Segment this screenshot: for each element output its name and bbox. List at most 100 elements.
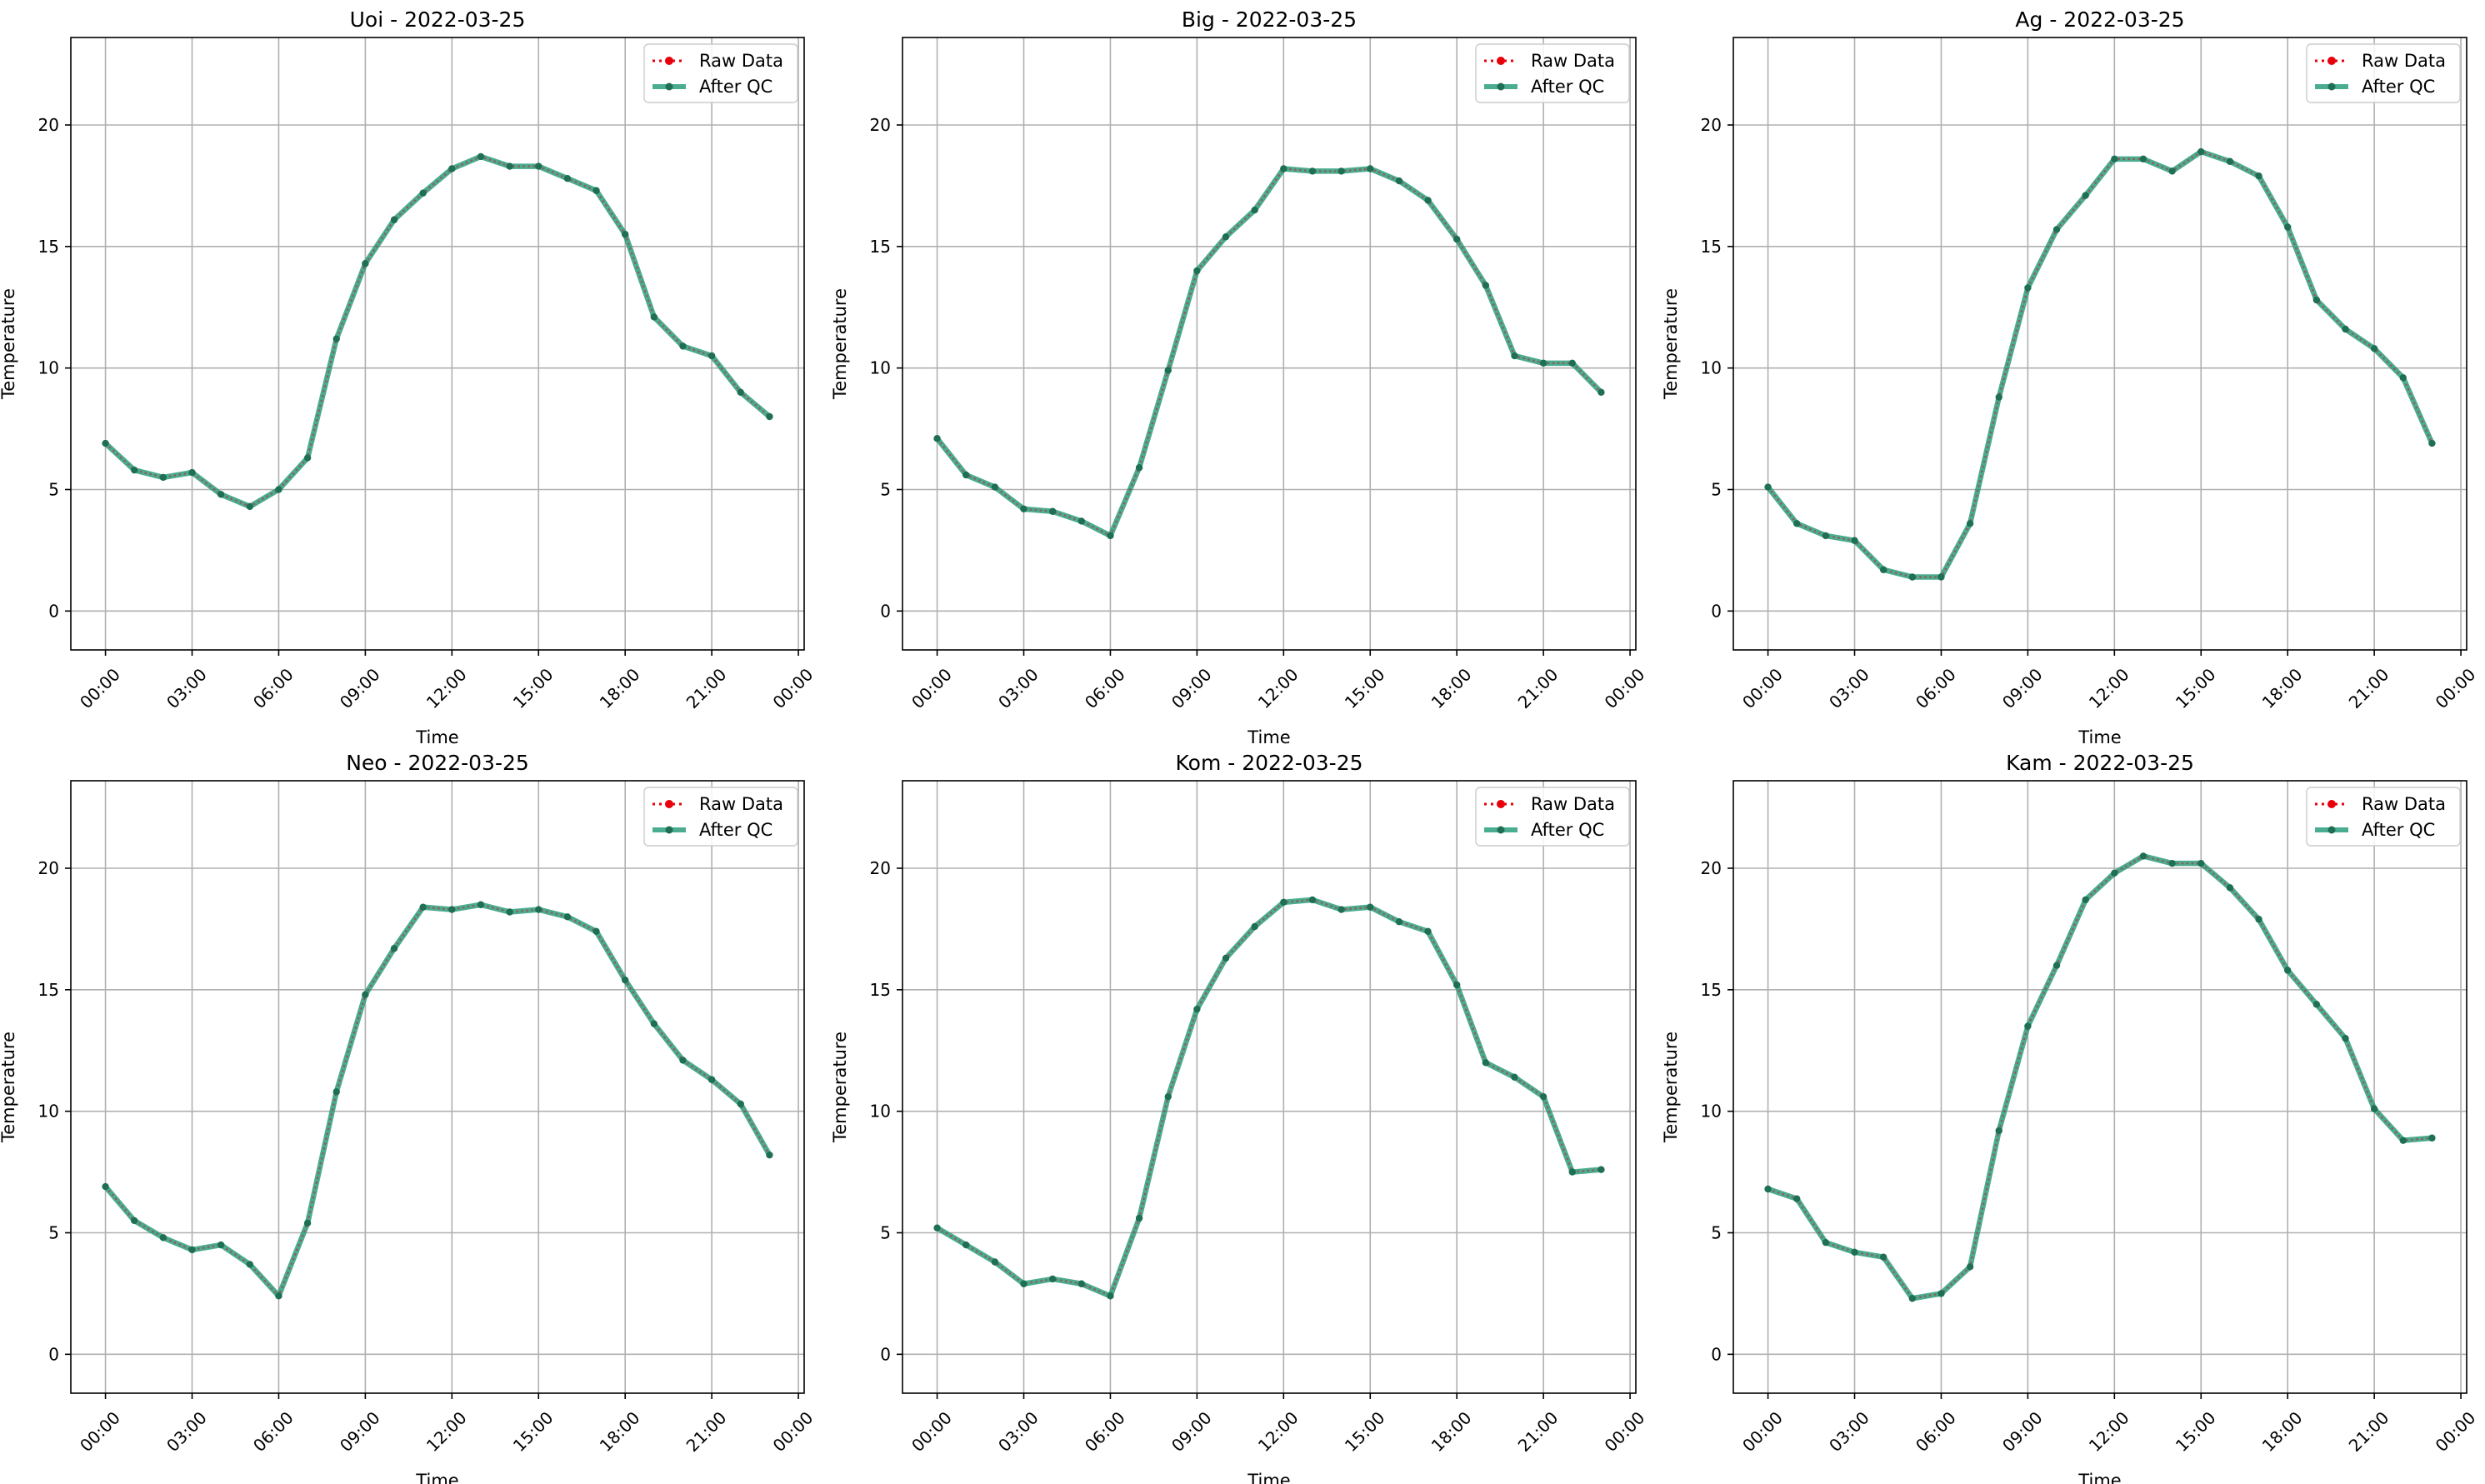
data-point: [2082, 896, 2089, 904]
legend-marker-raw-data: [1497, 57, 1505, 65]
chart-title: Neo - 2022-03-25: [346, 751, 529, 775]
data-point: [1539, 1092, 1548, 1101]
data-points: [933, 896, 1605, 1300]
legend-marker-after-qc: [1497, 826, 1505, 834]
x-tick-label: 03:00: [162, 1407, 211, 1456]
x-tick-label: 12:00: [422, 1407, 471, 1456]
data-point: [1251, 922, 1258, 931]
data-point: [1966, 1263, 1974, 1271]
data-point: [592, 927, 600, 936]
x-tick-label: 06:00: [1081, 664, 1129, 712]
data-point: [1078, 517, 1086, 525]
panel-5: 0 5 10 15 20 00:00 03:00 06:00 09:00 12:00 15:00 18…: [830, 751, 1648, 1484]
series-line-raw-data: [104, 155, 771, 508]
data-point: [448, 906, 456, 913]
y-tick-label: 20: [38, 858, 59, 878]
x-tick-label: 12:00: [1254, 1407, 1302, 1456]
y-tick-label: 5: [1711, 1223, 1722, 1243]
data-point: [1851, 537, 1858, 544]
data-point: [1164, 1092, 1172, 1101]
x-tick-label: 15:00: [509, 664, 558, 712]
data-point: [2139, 155, 2148, 163]
data-point: [332, 335, 340, 342]
data-point: [933, 1224, 941, 1232]
data-point: [477, 901, 485, 908]
data-point: [1908, 1295, 1917, 1302]
data-point: [1367, 903, 1374, 911]
data-point: [188, 1246, 196, 1254]
chart-title: Kam - 2022-03-25: [2006, 751, 2194, 775]
y-axis-label: Temperature: [0, 1032, 18, 1143]
y-tick-label: 0: [880, 1344, 891, 1364]
data-point: [535, 906, 542, 913]
y-tick-label: 15: [1701, 980, 1722, 1000]
x-tick-label: 21:00: [2345, 1407, 2393, 1456]
y-tick-label: 20: [870, 115, 891, 135]
y-tick-label: 10: [38, 358, 59, 378]
data-point: [2168, 859, 2176, 867]
data-point: [766, 1151, 773, 1159]
data-point: [2139, 852, 2148, 860]
grid: [1733, 37, 2467, 650]
data-point: [1511, 352, 1518, 360]
axes-frame: [902, 780, 1637, 1394]
data-point: [1879, 1253, 1888, 1261]
x-tick-label: 09:00: [1998, 664, 2047, 712]
x-tick-label: 00:00: [2432, 1407, 2480, 1456]
data-point: [621, 231, 629, 238]
axes-frame: [1732, 780, 2468, 1394]
x-axis-label: Time: [2078, 1471, 2121, 1484]
data-point: [1539, 359, 1548, 367]
data-point: [1482, 282, 1490, 289]
x-tick-label: 12:00: [2085, 1407, 2133, 1456]
panel-4: 0 5 10 15 20 00:00 03:00 06:00 09:00 12:00 15:00 18…: [0, 751, 817, 1484]
x-tick-label: 00:00: [769, 1407, 818, 1456]
x-axis-label: Time: [1247, 727, 1290, 747]
legend-label-raw-data: Raw Data: [699, 794, 783, 814]
legend-label-after-qc: After QC: [699, 820, 772, 840]
data-point: [390, 216, 398, 223]
data-point: [1568, 1168, 1576, 1176]
data-point: [708, 352, 716, 360]
y-tick-label: 10: [870, 358, 891, 378]
axes-frame: [902, 37, 1637, 651]
data-point: [303, 1219, 312, 1227]
x-axis-label: Time: [2078, 727, 2121, 747]
data-point: [1251, 206, 1258, 214]
y-tick-label: 5: [880, 1223, 891, 1243]
data-point: [1568, 359, 1576, 367]
legend-label-raw-data: Raw Data: [2362, 794, 2446, 814]
data-point: [1938, 573, 1945, 581]
data-point: [2283, 223, 2292, 231]
y-tick-label: 20: [1701, 858, 1722, 878]
data-point: [1280, 898, 1288, 907]
axes-frame: [70, 37, 805, 651]
series-line-after-qc: [1766, 148, 2435, 580]
data-point: [1193, 267, 1201, 275]
data-point: [2370, 345, 2378, 352]
x-tick-label: 09:00: [336, 664, 384, 712]
data-point: [2082, 192, 2089, 199]
data-point: [563, 174, 572, 182]
data-point: [2198, 859, 2205, 867]
data-point: [1764, 1185, 1772, 1193]
x-tick-label: 18:00: [2258, 1407, 2307, 1456]
y-tick-label: 15: [1701, 237, 1722, 257]
x-tick-label: 09:00: [1168, 664, 1216, 712]
legend: Raw Data After QC: [1475, 43, 1630, 103]
data-point: [188, 468, 196, 477]
chart-title: Ag - 2022-03-25: [2015, 7, 2184, 32]
x-tick-label: 06:00: [1912, 1407, 1960, 1456]
x-tick-label: 06:00: [249, 1407, 298, 1456]
y-axis-label: Temperature: [830, 288, 850, 400]
data-point: [621, 976, 629, 984]
y-tick-label: 10: [1701, 358, 1722, 378]
data-point: [2342, 325, 2349, 333]
legend: Raw Data After QC: [2306, 43, 2461, 103]
data-point: [1107, 1292, 1114, 1300]
data-point: [390, 945, 398, 952]
data-points: [1764, 852, 2436, 1302]
legend-label-after-qc: After QC: [1531, 820, 1604, 840]
x-tick-label: 18:00: [2258, 664, 2307, 712]
data-points: [933, 165, 1605, 540]
